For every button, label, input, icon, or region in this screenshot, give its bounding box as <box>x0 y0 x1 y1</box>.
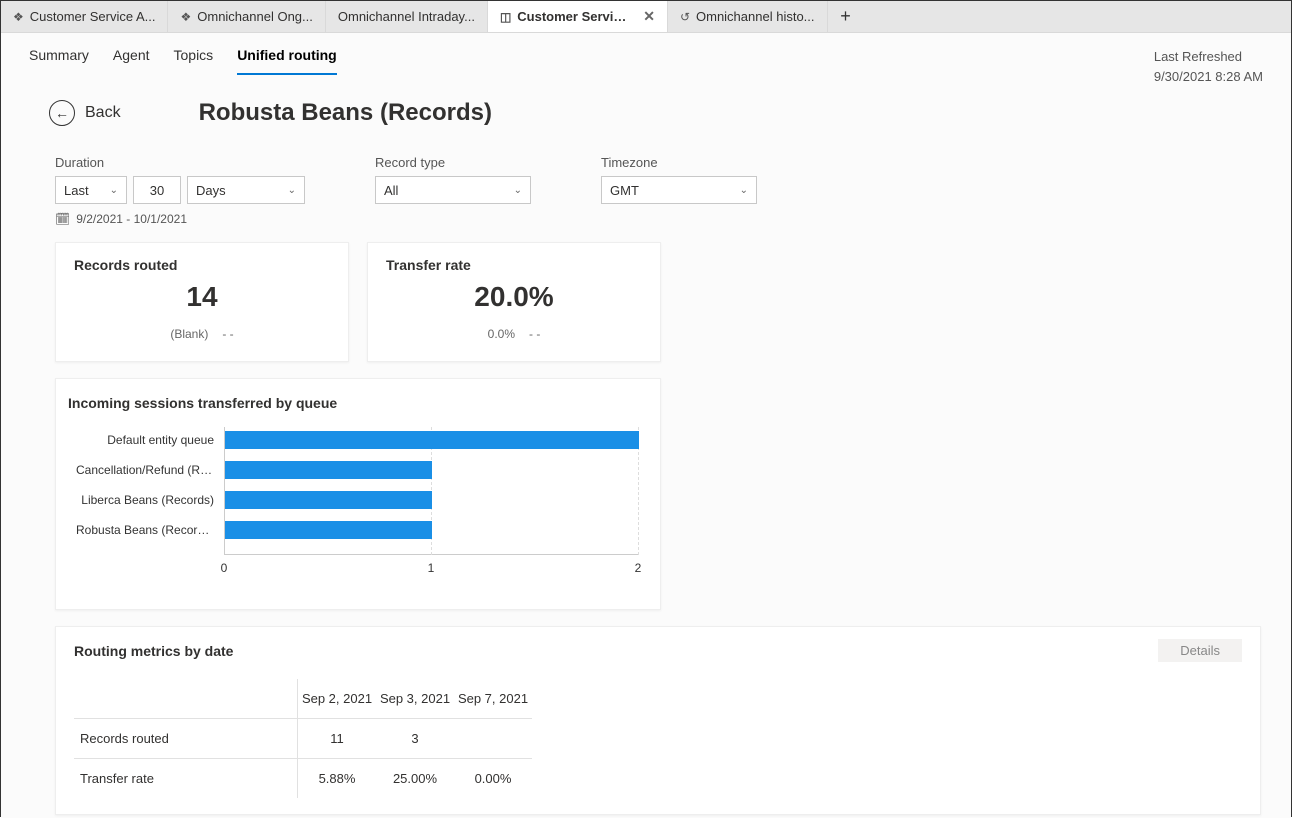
arrow-left-icon: ← <box>49 100 75 126</box>
content-area: Summary Agent Topics Unified routing Las… <box>1 33 1291 818</box>
metrics-table: Sep 2, 2021Sep 3, 2021Sep 7, 2021Records… <box>74 679 1242 798</box>
duration-mode-select[interactable]: Last ⌄ <box>55 176 127 204</box>
tab-label: Customer Service historic... <box>517 9 633 24</box>
kpi-value: 20.0% <box>386 281 642 313</box>
tab-customer-service-a[interactable]: ❖ Customer Service A... <box>1 1 168 32</box>
table-cell: 5.88% <box>298 758 376 798</box>
table-row-header: Transfer rate <box>74 758 298 798</box>
record-type-value: All <box>384 183 398 198</box>
table-corner <box>74 679 298 718</box>
card-title: Incoming sessions transferred by queue <box>68 395 642 411</box>
subnav: Summary Agent Topics Unified routing <box>1 33 1291 75</box>
chevron-down-icon: ⌄ <box>740 185 748 196</box>
duration-mode-value: Last <box>64 183 89 198</box>
bar-label: Default entity queue <box>76 431 214 449</box>
kpi-sub-value: - - <box>529 327 540 341</box>
timezone-label: Timezone <box>601 155 757 170</box>
bar[interactable] <box>225 431 639 449</box>
table-row-header: Records routed <box>74 718 298 758</box>
table-cell: 11 <box>298 718 376 758</box>
last-refreshed-label: Last Refreshed <box>1154 47 1263 67</box>
tab-label: Omnichannel Intraday... <box>338 9 475 24</box>
chevron-down-icon: ⌄ <box>288 185 296 196</box>
date-range: 🗓 9/2/2021 - 10/1/2021 <box>1 204 1291 226</box>
bar-label: Robusta Beans (Records) <box>76 521 214 539</box>
history-icon: ↺ <box>680 10 690 24</box>
chart-icon: ◫ <box>500 10 511 24</box>
x-tick: 0 <box>221 561 228 575</box>
table-row: Transfer rate5.88%25.00%0.00% <box>74 758 1242 798</box>
bar[interactable] <box>225 461 432 479</box>
new-tab-button[interactable]: + <box>828 1 864 32</box>
kpi-value: 14 <box>74 281 330 313</box>
duration-number-input[interactable]: 30 <box>133 176 181 204</box>
timezone-select[interactable]: GMT ⌄ <box>601 176 757 204</box>
transfer-rate-card: Transfer rate 20.0% 0.0% - - <box>367 242 661 362</box>
table-cell: 0.00% <box>454 758 532 798</box>
tab-omnichannel-intraday[interactable]: Omnichannel Intraday... <box>326 1 488 32</box>
x-tick: 1 <box>428 561 435 575</box>
tab-label: Customer Service A... <box>30 9 156 24</box>
duration-number-value: 30 <box>150 183 164 198</box>
subnav-unified-routing[interactable]: Unified routing <box>237 47 337 75</box>
kpi-sub-label: 0.0% <box>488 327 515 341</box>
bar-chart: 0 1 2 Default entity queue Cancellation/Refu… <box>76 427 642 597</box>
calendar-icon: 🗓 <box>55 212 70 226</box>
back-button[interactable]: ← Back <box>49 100 121 126</box>
subnav-topics[interactable]: Topics <box>174 47 214 75</box>
last-refreshed-value: 9/30/2021 8:28 AM <box>1154 67 1263 87</box>
table-col-header: Sep 2, 2021 <box>298 679 376 718</box>
tab-label: Omnichannel histo... <box>696 9 815 24</box>
page-title: Robusta Beans (Records) <box>199 99 492 127</box>
duration-unit-select[interactable]: Days ⌄ <box>187 176 305 204</box>
record-type-label: Record type <box>375 155 531 170</box>
tab-customer-service-historic[interactable]: ◫ Customer Service historic... ✕ <box>488 1 668 32</box>
card-title: Transfer rate <box>386 257 642 273</box>
timezone-value: GMT <box>610 183 639 198</box>
filters: Duration Last ⌄ 30 Days ⌄ Record type Al… <box>1 135 1291 204</box>
report-icon: ❖ <box>13 10 24 24</box>
chevron-down-icon: ⌄ <box>110 185 118 196</box>
table-col-header: Sep 7, 2021 <box>454 679 532 718</box>
bar[interactable] <box>225 491 432 509</box>
card-title: Routing metrics by date <box>74 643 1242 659</box>
table-cell: 3 <box>376 718 454 758</box>
tab-omnichannel-ong[interactable]: ❖ Omnichannel Ong... <box>168 1 325 32</box>
date-range-value: 9/2/2021 - 10/1/2021 <box>76 212 187 226</box>
duration-unit-value: Days <box>196 183 226 198</box>
details-button[interactable]: Details <box>1158 639 1242 662</box>
card-title: Records routed <box>74 257 330 273</box>
back-label: Back <box>85 104 121 122</box>
kpi-sub-label: (Blank) <box>170 327 208 341</box>
record-type-select[interactable]: All ⌄ <box>375 176 531 204</box>
app-tabbar: ❖ Customer Service A... ❖ Omnichannel On… <box>1 1 1291 33</box>
chevron-down-icon: ⌄ <box>514 185 522 196</box>
close-icon[interactable]: ✕ <box>643 8 655 25</box>
table-row: Records routed113 <box>74 718 1242 758</box>
bar[interactable] <box>225 521 432 539</box>
routing-metrics-card: Routing metrics by date Details Sep 2, 2… <box>55 626 1261 815</box>
bar-label: Cancellation/Refund (Rec... <box>76 461 214 479</box>
sessions-by-queue-card: Incoming sessions transferred by queue 0… <box>55 378 661 610</box>
table-cell <box>454 718 532 758</box>
last-refreshed: Last Refreshed 9/30/2021 8:28 AM <box>1154 47 1263 86</box>
tab-label: Omnichannel Ong... <box>197 9 313 24</box>
subnav-agent[interactable]: Agent <box>113 47 150 75</box>
table-cell: 25.00% <box>376 758 454 798</box>
records-routed-card: Records routed 14 (Blank) - - <box>55 242 349 362</box>
x-tick: 2 <box>635 561 642 575</box>
bar-label: Liberca Beans (Records) <box>76 491 214 509</box>
duration-label: Duration <box>55 155 305 170</box>
report-icon: ❖ <box>180 10 191 24</box>
table-col-header: Sep 3, 2021 <box>376 679 454 718</box>
kpi-sub-value: - - <box>222 327 233 341</box>
subnav-summary[interactable]: Summary <box>29 47 89 75</box>
tab-omnichannel-histo[interactable]: ↺ Omnichannel histo... <box>668 1 828 32</box>
